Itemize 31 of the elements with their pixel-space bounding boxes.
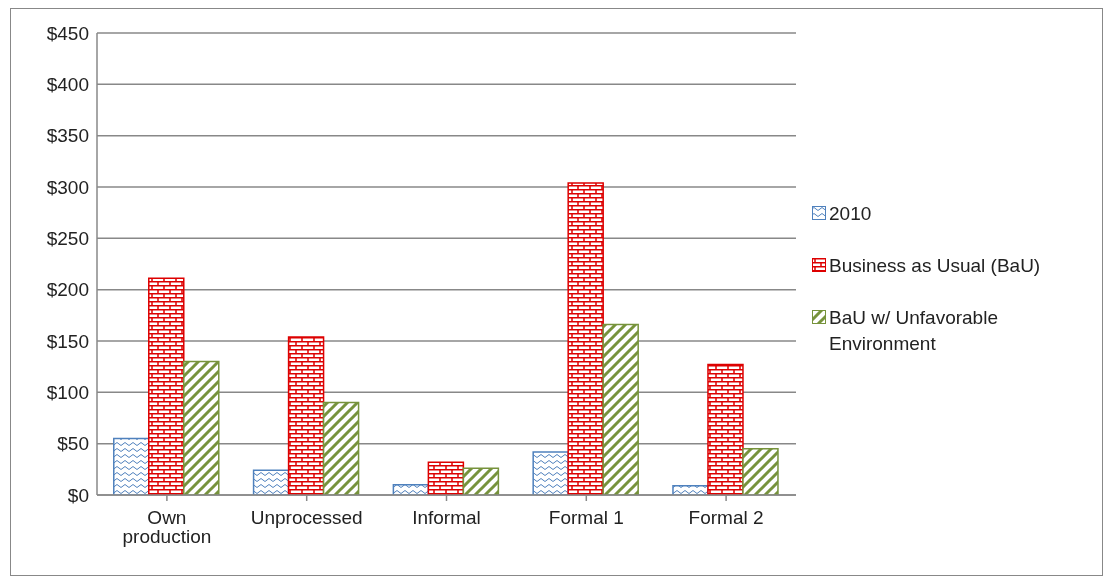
x-tick-label: Unprocessed (250, 507, 363, 529)
bar (148, 277, 185, 495)
bar (252, 469, 290, 495)
y-tick-label: $100 (46, 382, 89, 404)
x-tick-label: Formal 1 (548, 507, 624, 529)
x-tick-label: Formal 2 (688, 507, 764, 529)
bar (113, 437, 150, 495)
bar (532, 451, 569, 495)
y-tick-label: $200 (46, 279, 89, 301)
bar (183, 360, 220, 495)
bar (567, 182, 604, 495)
y-tick-label: $0 (67, 484, 89, 506)
y-tick-label: $350 (46, 125, 89, 147)
bar (462, 467, 500, 495)
bar (322, 401, 360, 495)
bar (707, 363, 744, 495)
bar (287, 336, 325, 495)
y-tick-label: $450 (46, 22, 89, 44)
bar (427, 461, 465, 495)
y-tick-label: $400 (46, 74, 89, 96)
x-tick-label: Informal (412, 507, 481, 529)
bar (602, 323, 639, 495)
legend-label: BaU w/ Unfavorable Environment (829, 306, 999, 356)
x-tick-label: Own production (122, 507, 212, 548)
y-tick-label: $300 (46, 176, 89, 198)
y-tick-label: $250 (46, 228, 89, 250)
bar (742, 448, 779, 495)
legend-label: Business as Usual (BaU) (829, 254, 1041, 278)
y-tick-label: $50 (57, 433, 89, 455)
legend-label: 2010 (829, 202, 872, 226)
y-tick-label: $150 (46, 330, 89, 352)
